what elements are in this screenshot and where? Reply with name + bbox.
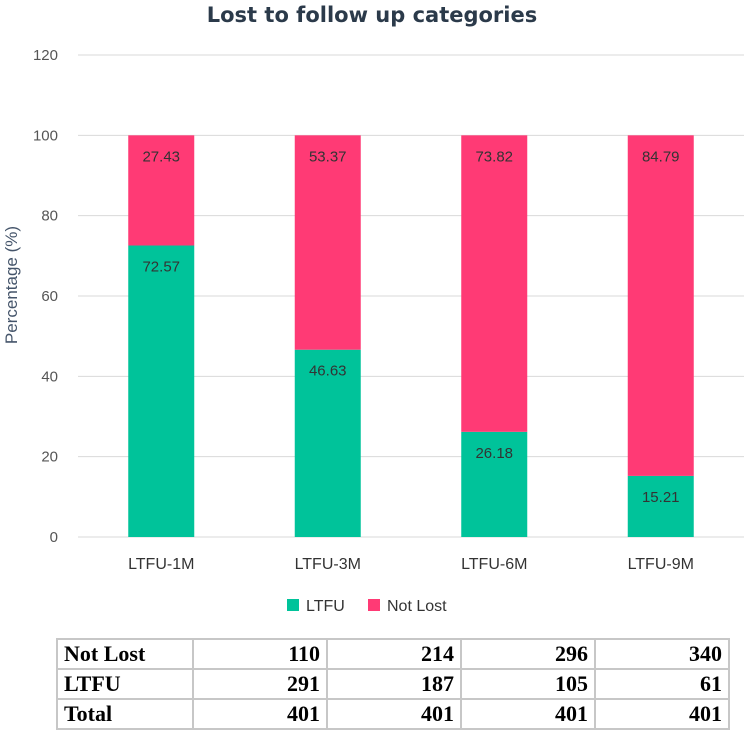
row-label: Not Lost — [56, 638, 194, 670]
y-tick-label: 0 — [50, 529, 58, 546]
bar-not-lost-ltfu-1m — [128, 135, 195, 246]
y-tick-label: 40 — [41, 368, 58, 385]
legend-label-not-lost: Not Lost — [387, 598, 447, 615]
data-label-not-lost-ltfu-1m: 27.43 — [142, 148, 180, 165]
bar-ltfu-ltfu-1m — [128, 245, 195, 537]
table-cell: 401 — [326, 698, 462, 730]
y-tick-label: 20 — [41, 449, 58, 466]
table-cell: 61 — [594, 668, 730, 700]
table-cell: 401 — [594, 698, 730, 730]
data-label-ltfu-ltfu-1m: 72.57 — [142, 259, 180, 276]
table-row: Total 401 401 401 401 — [56, 698, 730, 730]
data-label-ltfu-ltfu-9m: 15.21 — [642, 489, 680, 506]
table-cell: 296 — [460, 638, 596, 670]
table-row: Not Lost 110 214 296 340 — [56, 638, 730, 670]
table-cell: 214 — [326, 638, 462, 670]
bar-ltfu-ltfu-6m — [461, 431, 528, 537]
table-cell: 401 — [460, 698, 596, 730]
data-label-ltfu-ltfu-3m: 46.63 — [309, 363, 347, 380]
stacked-bar-chart: 0 20 40 60 80 100 120 72.57 27.43 46.63 53.37 26.1… — [2, 47, 744, 615]
table-cell: 401 — [192, 698, 328, 730]
bar-not-lost-ltfu-6m — [461, 135, 528, 432]
x-tick-label: LTFU-3M — [295, 556, 361, 573]
data-labels: 72.57 27.43 46.63 53.37 26.18 73.82 15.21 84.79 — [142, 148, 679, 506]
y-axis-label: Percentage (%) — [2, 226, 21, 344]
counts-table: Not Lost 110 214 296 340 LTFU 291 187 10… — [56, 638, 730, 730]
bars — [128, 135, 694, 537]
table-cell: 291 — [192, 668, 328, 700]
legend-swatch-ltfu — [287, 599, 299, 611]
y-tick-label: 60 — [41, 288, 58, 305]
legend: LTFU Not Lost — [287, 598, 447, 615]
data-label-ltfu-ltfu-6m: 26.18 — [475, 445, 513, 462]
table-row: LTFU 291 187 105 61 — [56, 668, 730, 700]
table-cell: 340 — [594, 638, 730, 670]
y-axis-ticks: 0 20 40 60 80 100 120 — [33, 47, 58, 546]
x-tick-label: LTFU-1M — [128, 556, 194, 573]
data-label-not-lost-ltfu-3m: 53.37 — [309, 148, 347, 165]
x-axis-ticks: LTFU-1M LTFU-3M LTFU-6M LTFU-9M — [128, 556, 694, 573]
legend-label-ltfu: LTFU — [306, 598, 345, 615]
y-tick-label: 120 — [33, 47, 58, 64]
data-label-not-lost-ltfu-6m: 73.82 — [475, 148, 513, 165]
row-label: Total — [56, 698, 194, 730]
y-tick-label: 80 — [41, 208, 58, 225]
y-tick-label: 100 — [33, 127, 58, 144]
table-cell: 110 — [192, 638, 328, 670]
bar-ltfu-ltfu-3m — [294, 349, 361, 537]
bar-not-lost-ltfu-3m — [294, 135, 361, 350]
data-label-not-lost-ltfu-9m: 84.79 — [642, 148, 680, 165]
legend-swatch-not-lost — [368, 599, 380, 611]
chart-title: Lost to follow up categories — [206, 3, 538, 27]
bar-not-lost-ltfu-9m — [627, 135, 694, 476]
bar-ltfu-ltfu-9m — [627, 475, 694, 537]
row-label: LTFU — [56, 668, 194, 700]
x-tick-label: LTFU-6M — [461, 556, 527, 573]
table-cell: 187 — [326, 668, 462, 700]
x-tick-label: LTFU-9M — [628, 556, 694, 573]
table-cell: 105 — [460, 668, 596, 700]
